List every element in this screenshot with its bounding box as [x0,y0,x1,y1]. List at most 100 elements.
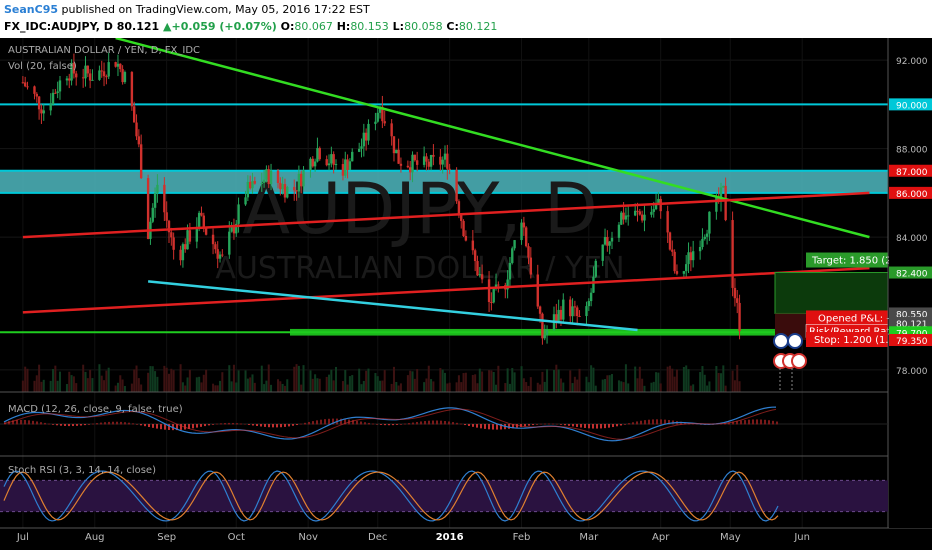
candle-body[interactable] [49,104,52,111]
candle-body[interactable] [381,106,384,122]
candle-body[interactable] [480,274,484,280]
candle-body[interactable] [91,79,94,81]
candle-body[interactable] [276,170,280,183]
candle-body[interactable] [364,132,368,141]
candle-body[interactable] [70,62,73,81]
candle-body[interactable] [341,164,345,176]
candle-body[interactable] [202,215,205,228]
candle-body[interactable] [214,244,217,250]
candle-body[interactable] [221,254,224,256]
candle-body[interactable] [137,136,141,145]
candle-body[interactable] [23,82,27,87]
candle-body[interactable] [197,212,201,228]
macd-pane[interactable]: 0.0000 [0,406,928,442]
candle-body[interactable] [246,181,250,198]
candle-body[interactable] [524,227,528,247]
candle-body[interactable] [42,110,45,114]
candle-body[interactable] [218,254,222,259]
stoch-pane[interactable]: 80.000040.00000.0000 [0,470,932,529]
event-markers[interactable] [773,333,807,392]
price-axis[interactable]: 92.000 88.000 84.000 78.000 90.000 87.000 86.0… [889,38,932,528]
candle-body[interactable] [33,86,36,94]
candle-body[interactable] [81,77,85,79]
candle-body[interactable] [520,222,523,241]
candle-body[interactable] [316,148,319,162]
candle-body[interactable] [731,220,734,288]
candle-body[interactable] [311,158,314,167]
candle-body[interactable] [376,112,379,122]
candle-body[interactable] [383,121,386,124]
price-level-tag[interactable] [889,307,932,320]
candle-body[interactable] [636,210,639,212]
candle-body[interactable] [293,186,296,191]
candle-body[interactable] [603,237,607,245]
candle-body[interactable] [640,214,644,221]
candle-body[interactable] [691,251,695,261]
candle-body[interactable] [717,196,720,201]
candle-body[interactable] [687,252,690,265]
candle-body[interactable] [589,292,593,302]
candle-body[interactable] [492,287,495,303]
candle-body[interactable] [555,314,558,322]
candle-body[interactable] [265,169,268,180]
candle-body[interactable] [448,168,451,170]
candle-body[interactable] [464,235,468,241]
candle-body[interactable] [536,274,539,307]
candle-body[interactable] [299,173,303,187]
candle-body[interactable] [457,201,461,216]
candle-body[interactable] [705,233,709,237]
candle-body[interactable] [675,271,679,274]
candle-body[interactable] [529,257,533,275]
candle-body[interactable] [40,109,43,114]
candle-body[interactable] [701,238,704,247]
candle-body[interactable] [541,313,544,339]
candle-body[interactable] [351,151,354,162]
candle-body[interactable] [617,224,621,238]
candle-body[interactable] [439,156,442,165]
candle-body[interactable] [633,210,637,216]
event-marker-icon[interactable] [773,333,789,349]
candle-body[interactable] [286,186,289,198]
candle-body[interactable] [105,76,108,78]
candle-body[interactable] [487,279,491,302]
candle-body[interactable] [37,96,41,110]
candle-body[interactable] [703,236,706,239]
candle-body[interactable] [344,159,347,176]
candle-body[interactable] [75,73,78,78]
candle-body[interactable] [123,72,127,83]
candle-body[interactable] [230,226,233,232]
candle-body[interactable] [543,334,546,339]
candle-body[interactable] [248,181,252,189]
candle-body[interactable] [153,192,157,208]
candle-body[interactable] [119,63,122,70]
candle-body[interactable] [397,149,400,164]
candle-body[interactable] [462,220,465,236]
candle-body[interactable] [267,169,270,185]
candle-body[interactable] [297,173,301,192]
candle-body[interactable] [211,234,215,245]
candle-body[interactable] [668,232,672,250]
publisher-name[interactable]: SeanC95 [4,3,59,16]
candle-body[interactable] [659,198,662,212]
candle-body[interactable] [601,244,604,261]
candle-body[interactable] [715,196,718,212]
candle-body[interactable] [594,260,597,277]
candle-body[interactable] [65,78,69,81]
candle-body[interactable] [455,169,458,202]
candle-body[interactable] [260,182,263,184]
candle-body[interactable] [415,160,419,165]
green-downtrend-line[interactable] [115,38,870,239]
candle-body[interactable] [441,159,444,165]
candle-body[interactable] [557,309,560,322]
pnl-label-box[interactable] [806,310,888,325]
candle-body[interactable] [652,209,655,212]
position-tool[interactable]: Target: 1.850 (2.3 Opened P&L: -0. Risk/Re… [774,252,901,348]
candle-body[interactable] [72,62,76,74]
candle-body[interactable] [724,185,727,221]
candle-body[interactable] [237,204,240,224]
candle-body[interactable] [58,80,62,92]
candle-body[interactable] [68,78,71,81]
candle-body[interactable] [471,240,475,251]
candle-body[interactable] [490,301,493,303]
candle-body[interactable] [357,148,361,152]
